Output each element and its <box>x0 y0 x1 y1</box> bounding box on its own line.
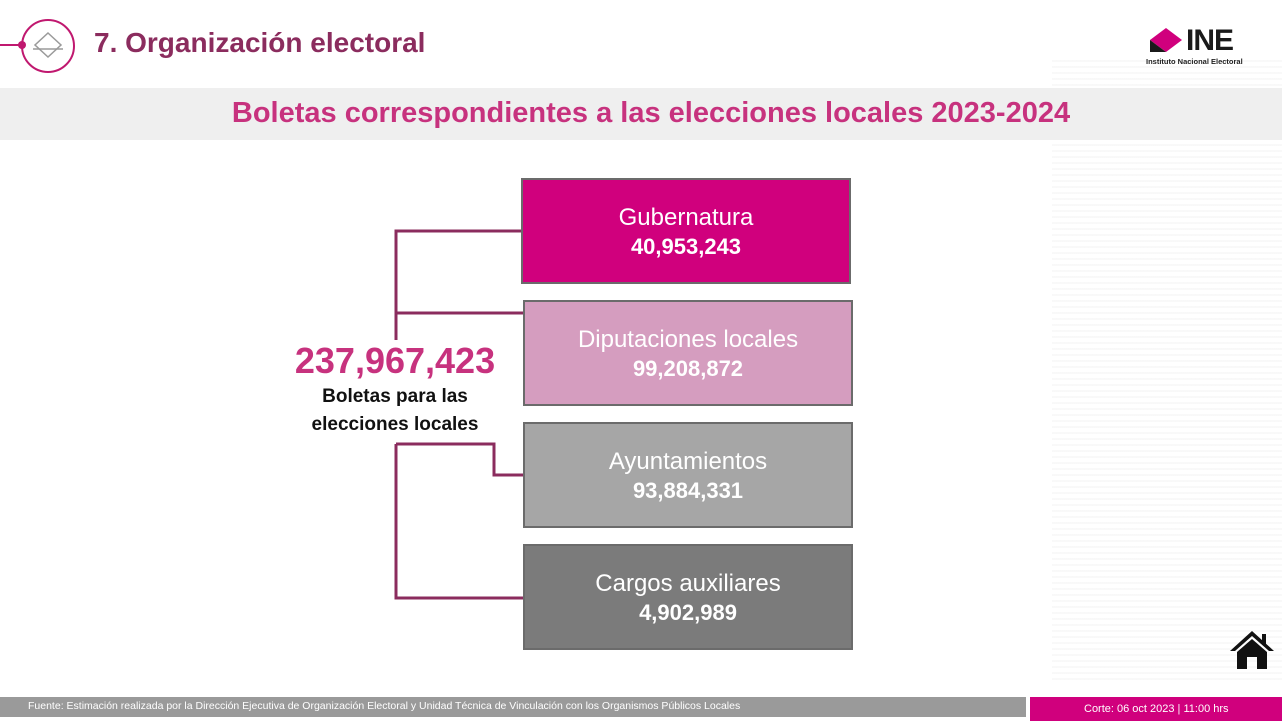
box-label: Gubernatura <box>618 204 754 231</box>
total-label-line1: Boletas para las <box>322 386 468 407</box>
box-cargos-auxiliares: Cargos auxiliares 4,902,989 <box>523 544 853 650</box>
decorative-background <box>1052 60 1282 680</box>
section-icon-badge <box>21 19 75 73</box>
total-value: 237,967,423 <box>294 340 496 381</box>
box-diputaciones: Diputaciones locales 99,208,872 <box>523 300 853 406</box>
box-value: 4,902,989 <box>639 600 737 625</box>
box-label: Diputaciones locales <box>577 326 799 353</box>
section-title: 7. Organización electoral <box>94 27 426 58</box>
footer-source-bar: Fuente: Estimación realizada por la Dire… <box>0 697 1026 717</box>
ine-logo-mark-icon <box>1150 28 1182 52</box>
box-gubernatura: Gubernatura 40,953,243 <box>521 178 851 284</box>
ine-logo: INE Instituto Nacional Electoral <box>1146 24 1266 68</box>
box-value: 93,884,331 <box>632 478 744 503</box>
footer-date-box: Corte: 06 oct 2023 | 11:00 hrs <box>1030 697 1282 721</box>
logo-text: INE <box>1186 24 1234 57</box>
total-label-line2: elecciones locales <box>311 414 479 435</box>
home-button[interactable] <box>1228 628 1276 672</box>
title-banner: Boletas correspondientes a las eleccione… <box>0 88 1282 140</box>
home-icon <box>1230 631 1274 669</box>
box-ayuntamientos: Ayuntamientos 93,884,331 <box>523 422 853 528</box>
logo-subtitle: Instituto Nacional Electoral <box>1146 57 1243 66</box>
footer-date-text: Corte: 06 oct 2023 | 11:00 hrs <box>1084 703 1229 715</box>
header-accent-line <box>0 44 22 46</box>
banner-title: Boletas correspondientes a las eleccione… <box>231 97 1071 129</box>
total-summary: 237,967,423 Boletas para las elecciones … <box>285 340 505 438</box>
box-label: Ayuntamientos <box>608 448 768 475</box>
ballot-diamond-icon <box>33 31 63 59</box>
header-accent-dot <box>18 41 26 49</box>
footer-source-text: Fuente: Estimación realizada por la Dire… <box>28 700 741 712</box>
box-value: 99,208,872 <box>632 356 744 381</box>
box-value: 40,953,243 <box>630 234 742 259</box>
box-label: Cargos auxiliares <box>595 570 781 597</box>
